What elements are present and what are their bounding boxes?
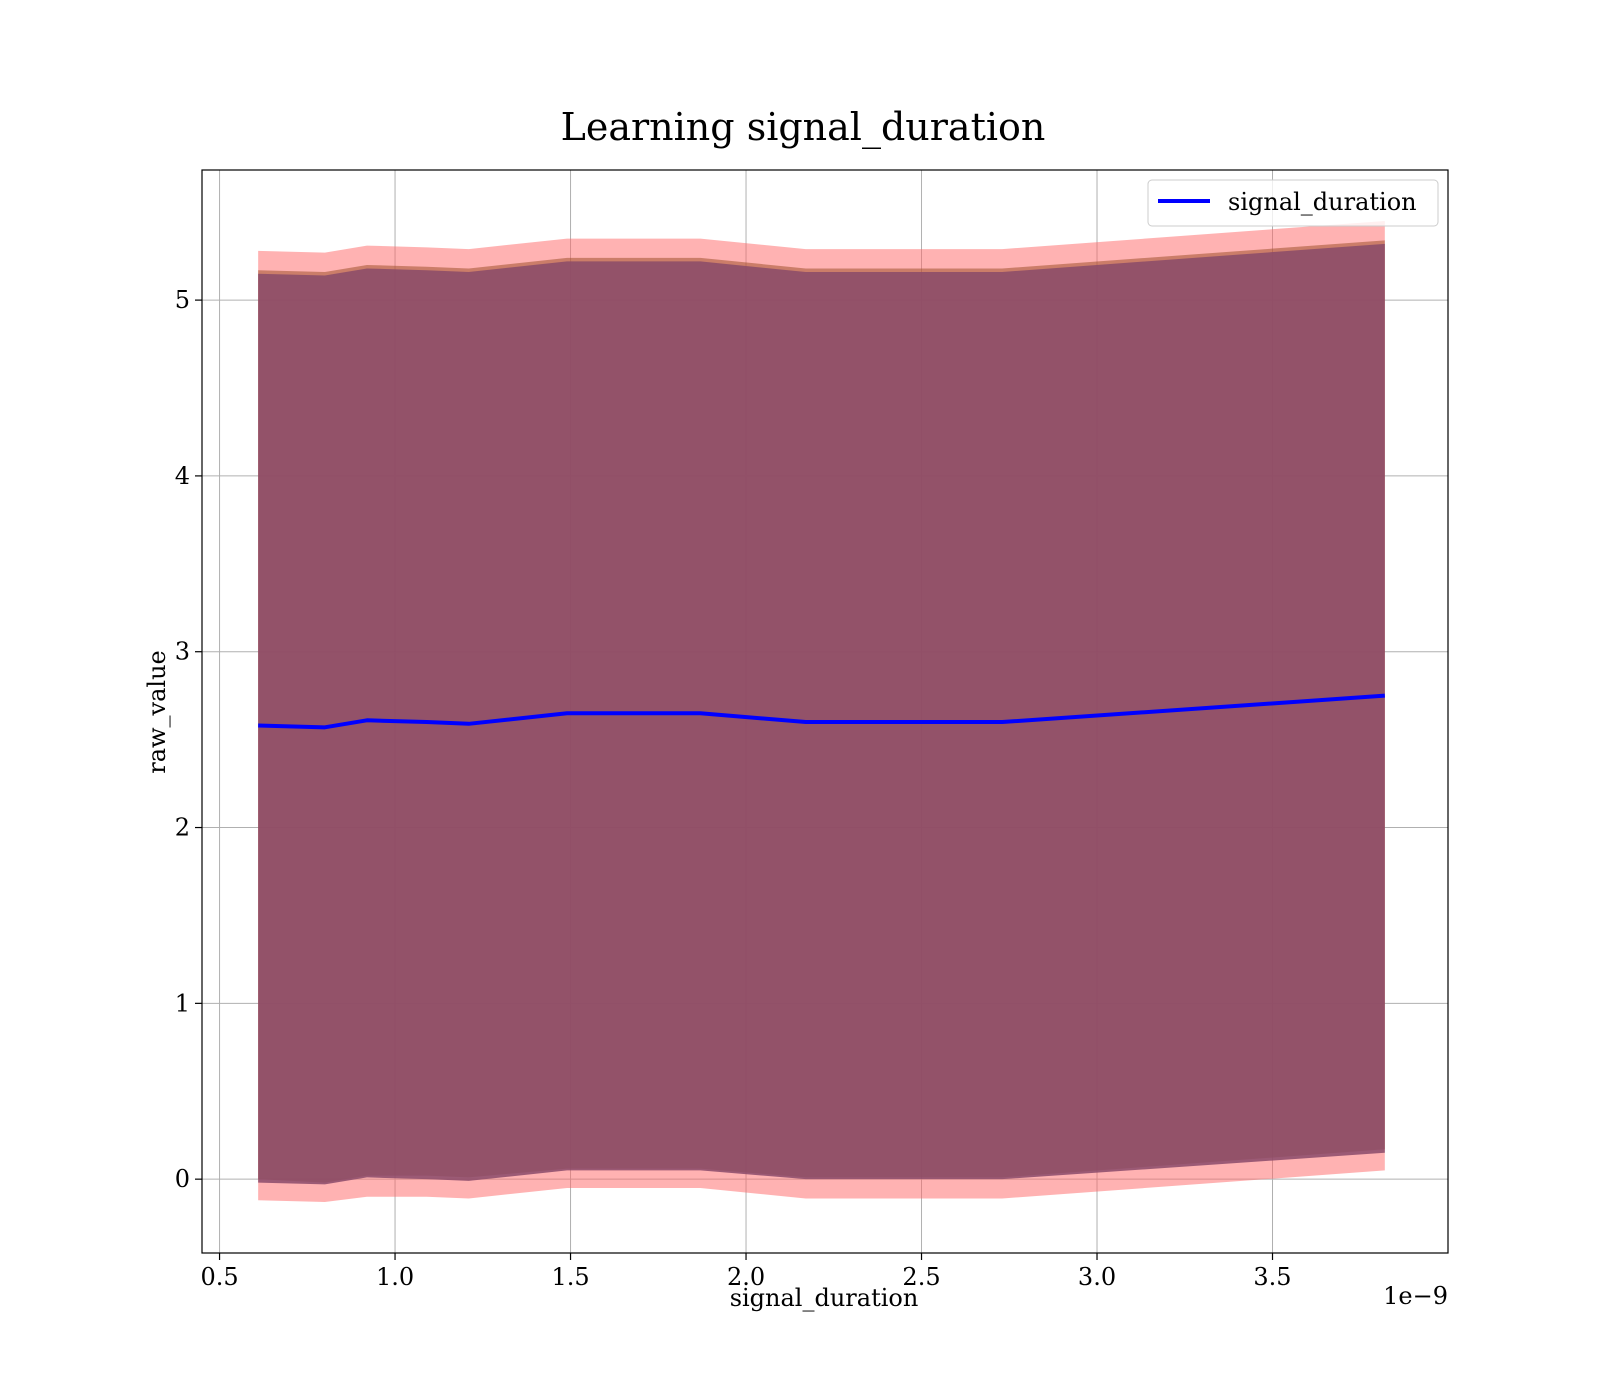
x-tick-label: 3.0 — [1078, 1263, 1116, 1291]
y-tick-label: 4 — [175, 462, 190, 490]
x-tick-label: 2.5 — [902, 1263, 940, 1291]
plot-area: 0.5 1.0 1.5 2.0 2.5 3.0 3.5 0 1 2 3 4 5 — [175, 169, 1449, 1291]
x-tick-label: 0.5 — [200, 1263, 238, 1291]
y-tick-label: 2 — [175, 814, 190, 842]
series-line-signal-duration — [258, 693, 1385, 730]
confidence-band-3 — [258, 243, 1385, 1185]
x-tick-label: 2.0 — [727, 1263, 765, 1291]
legend-label-signal-duration: signal_duration — [1228, 188, 1417, 216]
chart-title: Learning signal_duration — [561, 105, 1046, 150]
x-tick-label: 1.0 — [376, 1263, 414, 1291]
y-tick-label: 0 — [175, 1165, 190, 1193]
y-tick-label: 5 — [175, 286, 190, 314]
legend: signal_duration — [1147, 179, 1439, 227]
x-axis-offset-label: 1e−9 — [1383, 1282, 1448, 1310]
x-tick-label: 1.5 — [551, 1263, 589, 1291]
x-axis-label: signal_duration — [730, 1284, 919, 1312]
x-tick-label: 3.5 — [1253, 1263, 1291, 1291]
legend-box — [1147, 179, 1439, 227]
y-axis-label: raw_value — [143, 650, 171, 774]
y-tick-label: 1 — [175, 989, 190, 1017]
y-tick-label: 3 — [175, 638, 190, 666]
axes-frame — [201, 169, 1449, 1254]
